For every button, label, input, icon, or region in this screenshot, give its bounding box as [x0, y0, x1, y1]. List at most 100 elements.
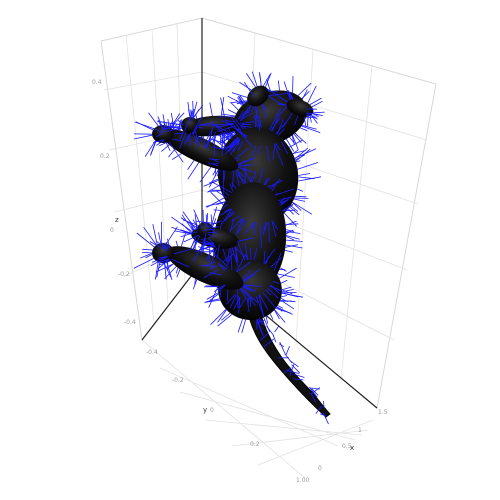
normal-vector [264, 178, 270, 186]
normal-vector [191, 132, 201, 147]
normal-vector [230, 217, 243, 231]
normal-vector [265, 289, 272, 296]
normal-vector [250, 175, 252, 183]
normal-vector [241, 121, 255, 124]
normal-vector [241, 270, 252, 280]
normal-vector [236, 261, 251, 273]
normal-vector [265, 258, 269, 265]
y-tick: 0 [210, 407, 214, 414]
normal-vector [212, 181, 232, 194]
normal-vector [250, 145, 257, 161]
normal-vector [194, 135, 200, 144]
normal-vector [268, 221, 270, 243]
normal-vector [156, 139, 165, 146]
normal-vector [265, 316, 268, 324]
normal-vector [229, 136, 239, 149]
normal-vector [192, 124, 200, 135]
normal-vector [209, 272, 223, 276]
normal-vector [237, 158, 254, 165]
normal-vector [275, 143, 281, 151]
normal-vector [164, 262, 167, 280]
normal-vector [288, 92, 292, 100]
normal-vector [200, 136, 203, 143]
normal-vector [192, 101, 198, 118]
normal-vector [237, 318, 243, 333]
normal-vector [208, 233, 215, 238]
normal-vector [168, 148, 176, 158]
normal-vector [179, 132, 187, 149]
normal-vector [231, 215, 240, 222]
normal-vector [227, 109, 237, 114]
normal-vector [208, 169, 219, 188]
normal-vector [307, 85, 317, 104]
normal-vector [275, 188, 295, 196]
normal-vector [207, 237, 217, 248]
normal-vector [275, 121, 287, 134]
normal-vector [213, 135, 217, 143]
normal-vector [163, 125, 182, 130]
normal-vector [205, 247, 215, 261]
z-tick: -0.4 [124, 319, 136, 326]
normal-vector [281, 286, 292, 291]
normal-vector [276, 119, 284, 135]
normal-vector [259, 222, 262, 248]
mesh-part-hind-leg-upper [166, 246, 244, 290]
normal-vector [294, 147, 309, 160]
normal-vector [242, 286, 252, 292]
normal-vector [242, 269, 261, 282]
normal-vector [235, 171, 240, 187]
normal-vector [311, 388, 319, 396]
normal-vector [278, 267, 297, 279]
z-tick: -0.2 [118, 271, 130, 278]
normal-vector [292, 150, 306, 154]
normal-vector [234, 246, 246, 258]
normal-vector [210, 214, 213, 228]
normal-vector [204, 299, 221, 303]
normal-vector [280, 279, 288, 284]
normal-vector [249, 297, 252, 308]
normal-vector [262, 74, 271, 87]
normal-vector [198, 124, 221, 126]
normal-vector [207, 162, 219, 167]
normal-vector [153, 127, 162, 133]
normal-vector [312, 113, 319, 118]
normal-vector [267, 287, 279, 299]
normal-vector [173, 248, 192, 255]
normal-vector [266, 78, 271, 92]
normal-vector [281, 295, 287, 298]
normal-vector [203, 237, 206, 247]
normal-vector [140, 252, 153, 259]
normal-vector [293, 198, 306, 202]
normal-vector [234, 246, 239, 262]
normal-vector [227, 255, 232, 265]
normal-vector [232, 170, 235, 188]
normal-vector [218, 263, 226, 272]
normal-vector [311, 387, 321, 394]
normal-vector [255, 295, 265, 317]
normal-vector [297, 82, 312, 96]
normal-vector [219, 208, 232, 216]
normal-vector [244, 164, 246, 184]
normal-vector [238, 166, 248, 171]
normal-vector [281, 292, 304, 298]
normal-vector [188, 109, 191, 118]
normal-vector [310, 392, 317, 403]
normal-vector [294, 132, 298, 136]
normal-vector [269, 285, 282, 292]
normal-vector [242, 105, 252, 116]
normal-vector [272, 335, 277, 343]
normal-vector [210, 206, 218, 228]
normal-vector [187, 162, 200, 180]
normal-vector [301, 89, 308, 100]
normal-vector [244, 222, 256, 235]
normal-vector [229, 184, 234, 192]
normal-vector [262, 222, 266, 235]
normal-vector [294, 115, 299, 126]
normal-vector [203, 136, 206, 149]
normal-vector [229, 100, 248, 104]
normal-vector [278, 102, 287, 106]
normal-vector [210, 248, 218, 264]
normal-vector [208, 190, 221, 192]
